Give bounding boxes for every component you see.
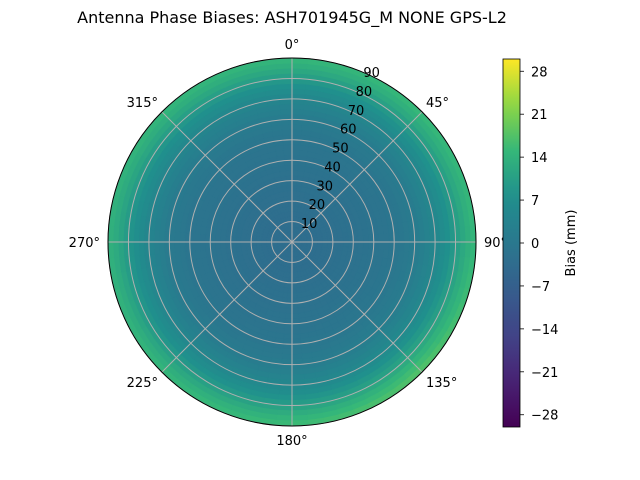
colorbar-tick-label: 21 — [531, 108, 548, 123]
grid-spoke — [161, 111, 293, 243]
theta-tick-label: 45° — [426, 96, 449, 111]
radial-tick-label: 50 — [332, 142, 349, 157]
colorbar-tick-label: −7 — [531, 280, 550, 295]
radial-tick-labels: 10 20 30 40 50 60 70 80 90 — [301, 66, 380, 232]
radial-tick-label: 40 — [324, 160, 341, 175]
chart-title: Antenna Phase Biases: ASH701945G_M NONE … — [77, 8, 507, 28]
theta-tick-label: 135° — [426, 376, 457, 391]
grid-spoke — [291, 241, 423, 373]
theta-tick-label: 315° — [127, 96, 158, 111]
theta-tick-label: 0° — [285, 38, 300, 53]
colorbar-tick-label: 7 — [531, 194, 539, 209]
colorbar-tick-label: 0 — [531, 237, 539, 252]
colorbar-tick-label: 14 — [531, 151, 548, 166]
polar-grid — [107, 57, 477, 427]
radial-tick-label: 20 — [309, 198, 326, 213]
heatmap-cell — [275, 58, 293, 65]
radial-tick-label: 60 — [340, 123, 357, 138]
theta-tick-label: 180° — [276, 434, 307, 449]
radial-tick-label: 90 — [363, 66, 380, 81]
colorbar-tick-label: −14 — [531, 323, 558, 338]
colorbar-label: Bias (mm) — [564, 210, 579, 277]
theta-tick-labels: 0° 45° 90° 135° 180° 225° 270° 315° — [69, 38, 507, 449]
radial-tick-label: 30 — [316, 179, 333, 194]
colorbar-tick-label: −21 — [531, 366, 558, 381]
radial-tick-label: 80 — [356, 85, 373, 100]
colorbar-tick-label: −28 — [531, 409, 558, 424]
grid-spoke — [161, 241, 293, 373]
colorbar-tick-label: 28 — [531, 65, 548, 80]
theta-tick-label: 270° — [69, 236, 100, 251]
grid-spoke — [291, 111, 423, 243]
heatmap-cell — [108, 241, 115, 259]
theta-tick-label: 90° — [484, 236, 507, 251]
heatmap-cell — [291, 419, 309, 426]
theta-tick-label: 225° — [127, 376, 158, 391]
radial-tick-label: 10 — [301, 217, 318, 232]
plot-frame — [107, 57, 477, 427]
colorbar — [502, 58, 521, 428]
radial-tick-label: 70 — [348, 104, 365, 119]
heatmap-cell — [469, 225, 476, 243]
colorbar-ticks: 28 21 14 7 0 −7 −14 −21 −28 — [520, 65, 558, 424]
